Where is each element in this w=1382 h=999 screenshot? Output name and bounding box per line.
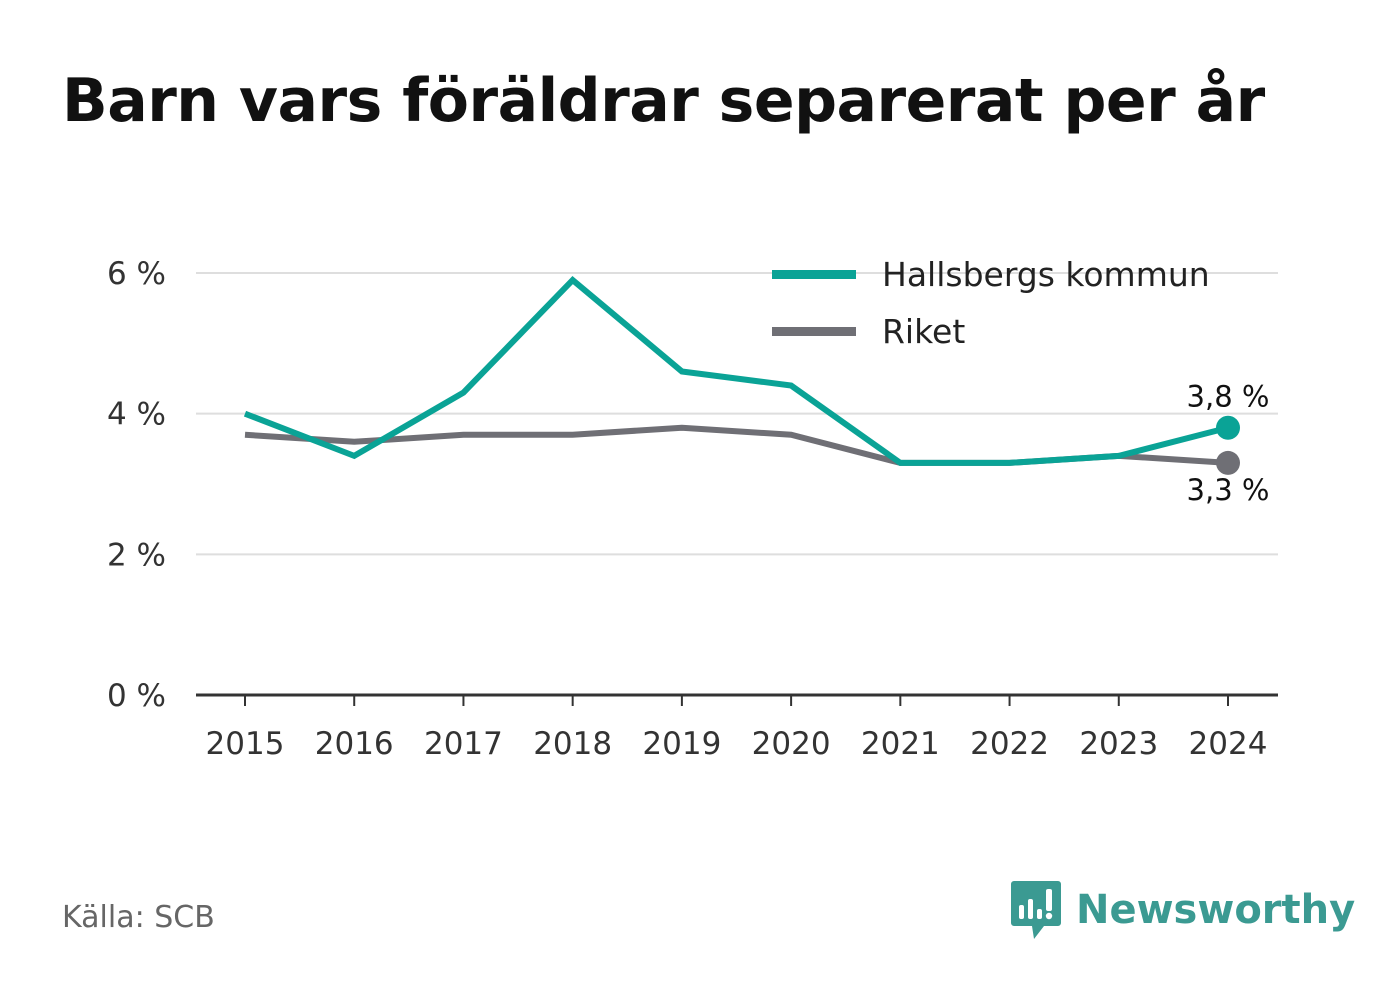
legend: Hallsbergs kommun Riket	[772, 255, 1210, 351]
y-tick-label-2: 2 %	[107, 537, 166, 573]
x-axis: 2015 2016 2017 2018 2019 2020 2021 2022 2023 2024	[196, 693, 1278, 762]
x-tick-label-2015: 2015	[206, 726, 285, 762]
series-group: 3,8 % 3,3 %	[243, 275, 1270, 507]
x-tick-label-2018: 2018	[533, 726, 612, 762]
brand-logo: Newsworthy	[1010, 878, 1355, 942]
y-axis-ticks: 0 % 2 % 4 % 6 %	[107, 256, 166, 714]
x-tick-label-2023: 2023	[1079, 726, 1158, 762]
series-end-label-0: 3,8 %	[1187, 380, 1270, 414]
x-tick-label-2021: 2021	[861, 726, 940, 762]
legend-label-1: Riket	[882, 312, 965, 351]
x-tick-label-2019: 2019	[642, 726, 721, 762]
series-end-label-1: 3,3 %	[1187, 473, 1270, 507]
series-end-point-0	[1216, 415, 1240, 440]
x-tick-label-2024: 2024	[1189, 726, 1268, 762]
legend-swatch-0	[772, 270, 856, 279]
y-tick-label-4: 4 %	[107, 397, 166, 433]
grid-lines	[196, 272, 1278, 556]
y-tick-label-6: 6 %	[107, 256, 166, 292]
newsworthy-logo-icon	[1011, 881, 1061, 939]
source-note: Källa: SCB	[62, 900, 215, 935]
brand-name: Newsworthy	[1076, 887, 1356, 933]
series-line-0	[243, 275, 1229, 466]
x-tick-label-2022: 2022	[970, 726, 1049, 762]
series-end-point-1	[1216, 450, 1240, 475]
legend-swatch-1	[772, 327, 856, 336]
x-tick-label-2016: 2016	[315, 726, 394, 762]
x-tick-label-2020: 2020	[752, 726, 831, 762]
chart-title: Barn vars föräldrar separerat per år	[62, 66, 1265, 136]
legend-label-0: Hallsbergs kommun	[882, 255, 1210, 294]
y-tick-label-0: 0 %	[107, 678, 166, 714]
x-tick-label-2017: 2017	[424, 726, 503, 762]
